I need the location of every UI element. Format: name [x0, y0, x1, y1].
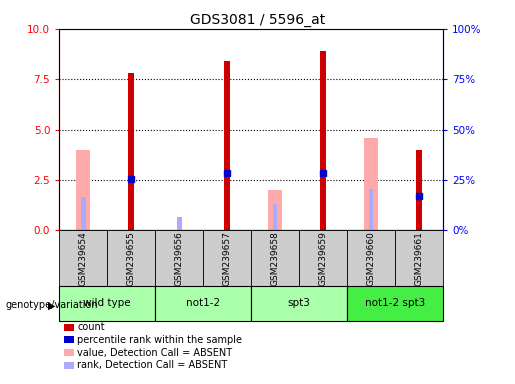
Text: rank, Detection Call = ABSENT: rank, Detection Call = ABSENT — [77, 360, 228, 370]
Bar — [224, 61, 230, 230]
Bar — [59, 230, 107, 286]
Text: GSM239660: GSM239660 — [367, 231, 375, 286]
Text: GDS3081 / 5596_at: GDS3081 / 5596_at — [190, 13, 325, 27]
Text: GSM239659: GSM239659 — [318, 231, 328, 286]
Bar — [299, 230, 347, 286]
Bar — [107, 230, 155, 286]
Bar — [177, 217, 181, 230]
Bar — [416, 150, 422, 230]
Text: not1-2: not1-2 — [186, 298, 220, 308]
Text: GSM239654: GSM239654 — [79, 231, 88, 286]
Bar — [268, 190, 282, 230]
Text: spt3: spt3 — [287, 298, 311, 308]
Text: genotype/variation: genotype/variation — [5, 300, 98, 310]
Bar — [59, 286, 155, 321]
Bar — [320, 51, 326, 230]
Text: not1-2 spt3: not1-2 spt3 — [365, 298, 425, 308]
Bar — [155, 286, 251, 321]
Text: ▶: ▶ — [48, 300, 56, 310]
Text: GSM239657: GSM239657 — [222, 231, 232, 286]
Bar — [251, 230, 299, 286]
Text: value, Detection Call = ABSENT: value, Detection Call = ABSENT — [77, 348, 232, 358]
Text: GSM239658: GSM239658 — [270, 231, 280, 286]
Bar — [81, 197, 85, 230]
Bar — [76, 150, 91, 230]
Bar — [272, 204, 278, 230]
Bar — [369, 189, 373, 230]
Text: GSM239655: GSM239655 — [127, 231, 135, 286]
Text: count: count — [77, 322, 105, 332]
Bar — [347, 230, 395, 286]
Text: percentile rank within the sample: percentile rank within the sample — [77, 335, 242, 345]
Bar — [395, 230, 443, 286]
Text: wild type: wild type — [83, 298, 131, 308]
Text: GSM239661: GSM239661 — [415, 231, 423, 286]
Text: GSM239656: GSM239656 — [175, 231, 184, 286]
Bar — [251, 286, 347, 321]
Bar — [364, 138, 378, 230]
Bar — [155, 230, 203, 286]
Bar — [347, 286, 443, 321]
Bar — [203, 230, 251, 286]
Bar — [128, 73, 134, 230]
